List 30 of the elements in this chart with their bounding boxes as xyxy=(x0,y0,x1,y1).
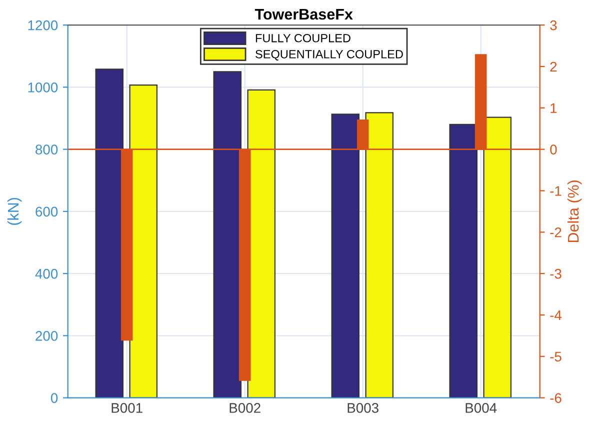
y-tick-label: 800 xyxy=(36,144,58,154)
y-tick-label: 1200 xyxy=(28,20,58,30)
bar xyxy=(365,112,394,398)
y2-tick-label: 1 xyxy=(550,103,557,113)
legend-label: SEQUENTIALLY COUPLED xyxy=(256,50,403,60)
bar xyxy=(483,116,512,398)
y2-tick-label: -1 xyxy=(550,186,562,196)
chart-title: TowerBaseFx xyxy=(254,9,353,20)
x-tick-label: B001 xyxy=(112,403,142,413)
y2-tick-label: -4 xyxy=(550,310,562,320)
legend-label: FULLY COUPLED xyxy=(256,34,350,42)
y2-tick-label: -5 xyxy=(550,352,562,362)
y2-tick-label: -6 xyxy=(550,393,562,403)
x-tick-label: B003 xyxy=(348,403,378,413)
y-tick-label: 600 xyxy=(36,206,58,217)
y-tick-label: 200 xyxy=(36,331,58,341)
y2-tick-label: -2 xyxy=(550,227,562,238)
y2-tick-label: 3 xyxy=(550,20,557,30)
y2-tick-label: 2 xyxy=(550,62,557,72)
x-tick-label: B004 xyxy=(466,403,497,413)
bar xyxy=(331,114,360,398)
y-tick-label: 0 xyxy=(50,393,58,403)
bar xyxy=(449,124,478,398)
y2-axis-title: Delta (%) xyxy=(567,180,582,242)
y-axis-title: (kN) xyxy=(7,198,22,225)
y2-tick-label: -3 xyxy=(550,268,562,279)
y2-tick-label: 0 xyxy=(550,144,557,154)
y-tick-label: 400 xyxy=(35,268,58,279)
x-tick-label: B002 xyxy=(230,403,260,413)
y-tick-label: 1000 xyxy=(28,82,58,92)
